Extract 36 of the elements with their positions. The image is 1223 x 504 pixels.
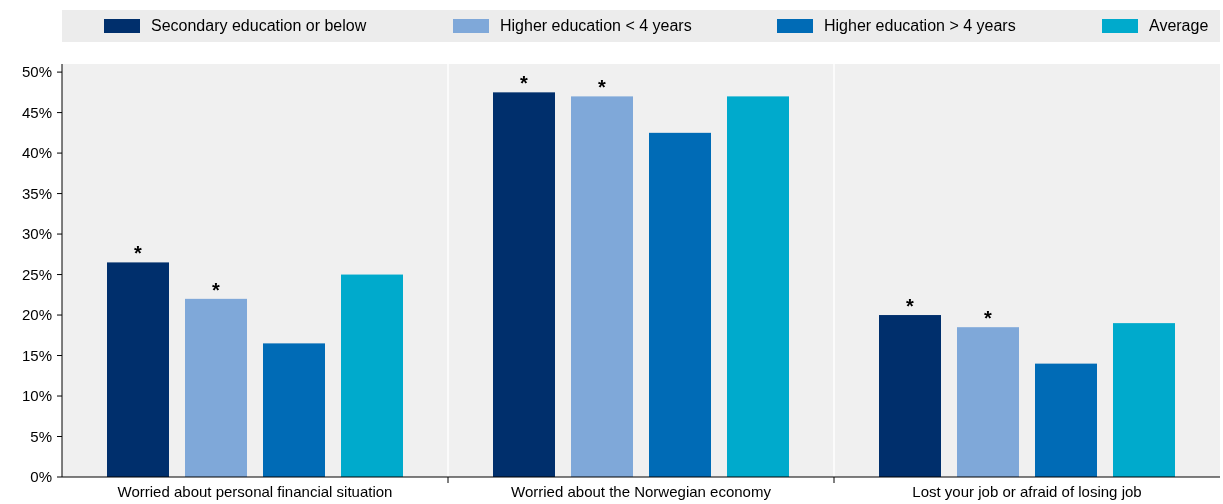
data-label: * bbox=[134, 242, 143, 265]
x-tick-label: Worried about the Norwegian economy bbox=[511, 483, 772, 500]
y-tick-label: 5% bbox=[30, 427, 52, 445]
bar bbox=[1035, 363, 1097, 477]
x-tick-label: Lost your job or afraid of losing job bbox=[912, 483, 1142, 500]
x-tick-label: Worried about personal financial situation bbox=[117, 483, 393, 500]
data-label: * bbox=[520, 72, 529, 95]
data-label: * bbox=[598, 76, 607, 99]
legend-label: Higher education > 4 years bbox=[824, 17, 1016, 34]
bar bbox=[1113, 323, 1175, 477]
y-tick-label: 35% bbox=[21, 184, 52, 202]
bar bbox=[571, 96, 633, 477]
y-tick-label: 40% bbox=[21, 144, 52, 162]
bar bbox=[107, 262, 169, 477]
data-label: * bbox=[984, 307, 993, 330]
data-label: * bbox=[212, 278, 221, 301]
y-tick-label: 25% bbox=[21, 265, 52, 283]
y-tick-label: 0% bbox=[30, 468, 52, 486]
bar bbox=[727, 96, 789, 477]
legend-label: Higher education < 4 years bbox=[500, 17, 692, 34]
y-tick-label: 10% bbox=[21, 387, 52, 405]
bar bbox=[185, 298, 247, 477]
bar bbox=[263, 343, 325, 477]
bar bbox=[879, 315, 941, 477]
y-tick-label: 15% bbox=[21, 346, 52, 364]
bar bbox=[649, 132, 711, 477]
legend-label: Secondary education or below bbox=[151, 17, 367, 34]
bar bbox=[957, 327, 1019, 477]
y-tick-label: 20% bbox=[21, 306, 52, 324]
y-tick-label: 45% bbox=[21, 103, 52, 121]
data-label: * bbox=[906, 295, 915, 318]
legend-label: Average bbox=[1149, 17, 1209, 34]
bar bbox=[341, 274, 403, 477]
bar bbox=[493, 92, 555, 477]
y-tick-label: 30% bbox=[21, 225, 52, 243]
y-tick-label: 50% bbox=[21, 63, 52, 81]
